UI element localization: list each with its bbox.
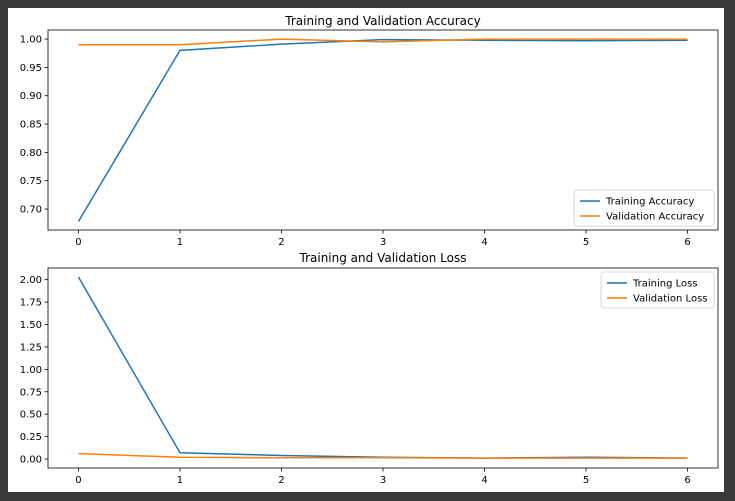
loss-x-tick-label: 0	[75, 475, 81, 486]
loss-y-tick-label: 2.00	[20, 275, 42, 286]
loss-legend-label: Validation Loss	[633, 294, 708, 305]
accuracy-x-tick-label: 2	[278, 237, 284, 248]
accuracy-series-line-training	[77, 38, 688, 222]
loss-chart-title: Training and Validation Loss	[299, 251, 467, 265]
loss-series-line-training	[77, 276, 688, 459]
accuracy-x-tick-label: 4	[481, 237, 487, 248]
accuracy-legend-label: Training Accuracy	[605, 197, 694, 208]
accuracy-y-tick-label: 0.75	[20, 176, 42, 187]
accuracy-y-tick-label: 0.80	[20, 148, 42, 159]
loss-x-tick-label: 2	[278, 475, 284, 486]
loss-x-tick-label: 5	[583, 475, 589, 486]
accuracy-legend-label: Validation Accuracy	[606, 212, 704, 223]
accuracy-x-tick-label: 1	[177, 237, 183, 248]
loss-x-tick-label: 1	[177, 475, 183, 486]
figure-canvas: Training and Validation Accuracy 0 1 2 3 4 5 6 0…	[20, 14, 719, 486]
accuracy-y-tick-label: 1.00	[20, 35, 42, 46]
figure: Training and Validation Accuracy 0 1 2 3 4 5 6 0…	[8, 8, 724, 492]
accuracy-x-tick-label: 3	[380, 237, 386, 248]
accuracy-y-tick-label: 0.85	[20, 120, 42, 131]
accuracy-legend	[573, 189, 715, 227]
loss-legend-label: Training Loss	[632, 279, 698, 290]
accuracy-y-tick-label: 0.90	[20, 91, 42, 102]
accuracy-x-tick-label: 0	[75, 237, 81, 248]
accuracy-y-tick-label: 0.70	[20, 205, 42, 216]
loss-y-tick-label: 1.50	[20, 320, 42, 331]
loss-y-tick-label: 0.50	[20, 410, 42, 421]
loss-y-tick-label: 0.00	[20, 455, 42, 466]
accuracy-x-tick-label: 6	[684, 237, 690, 248]
loss-y-tick-label: 1.00	[20, 365, 42, 376]
loss-y-tick-label: 1.25	[20, 342, 42, 353]
loss-y-tick-label: 0.25	[20, 432, 42, 443]
accuracy-x-tick-label: 5	[583, 237, 589, 248]
loss-y-tick-label: 0.75	[20, 387, 42, 398]
loss-legend	[600, 271, 715, 309]
loss-x-tick-label: 3	[380, 475, 386, 486]
accuracy-chart-title: Training and Validation Accuracy	[284, 14, 480, 28]
accuracy-y-tick-label: 0.95	[20, 63, 42, 74]
loss-y-tick-label: 1.75	[20, 298, 42, 309]
loss-x-tick-label: 4	[481, 475, 487, 486]
accuracy-series-line-validation	[78, 38, 688, 46]
loss-series-line-validation	[78, 452, 688, 459]
loss-x-tick-label: 6	[684, 475, 690, 486]
